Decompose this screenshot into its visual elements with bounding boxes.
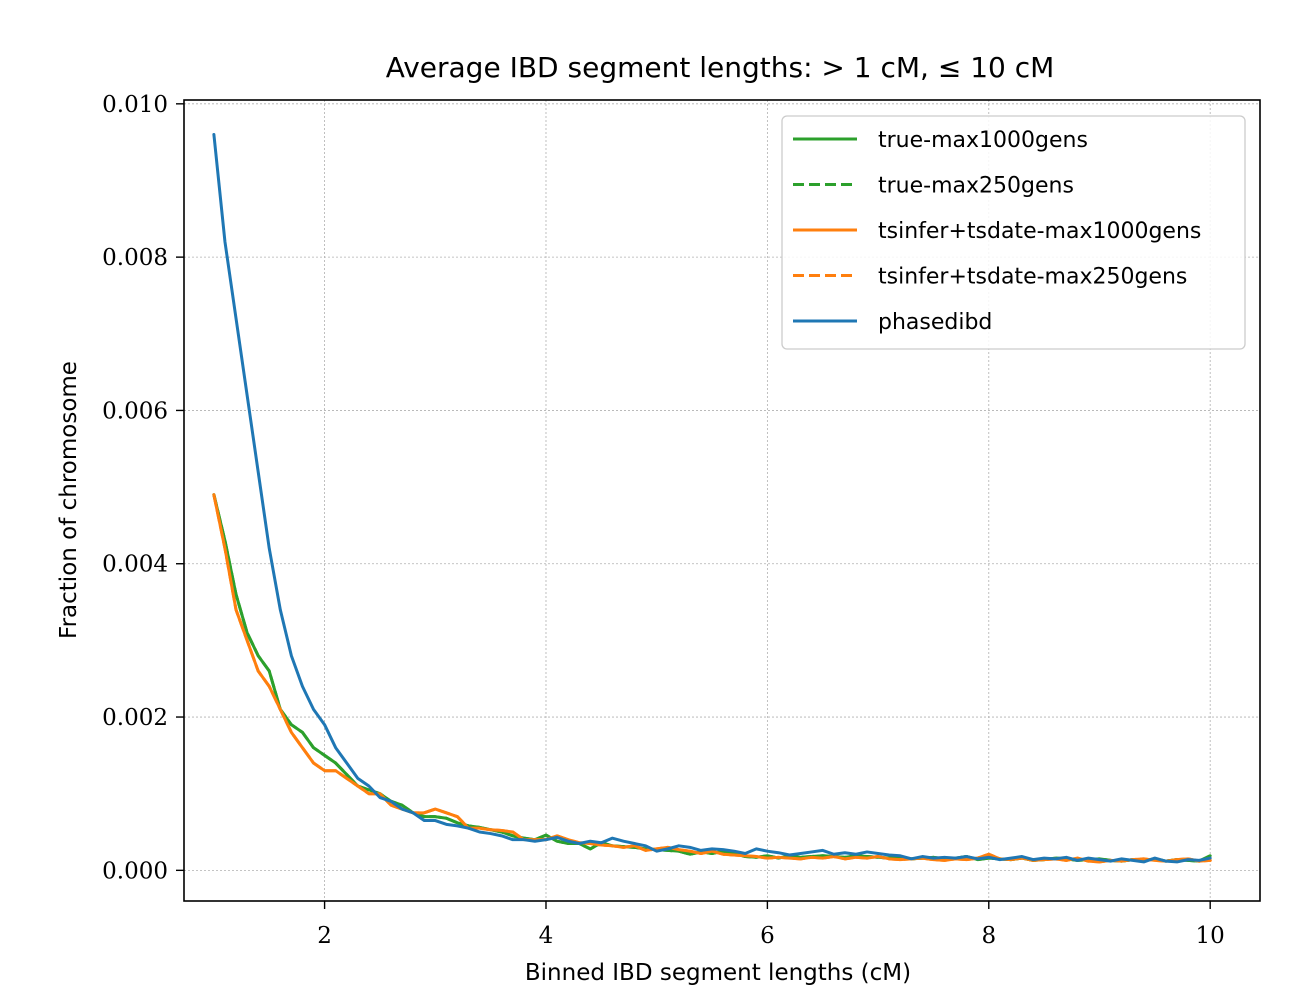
y-axis-label: Fraction of chromosome (56, 361, 82, 639)
series-line-tsinfer-tsdate-max1000gens (212, 493, 1212, 864)
y-tick-label: 0.010 (102, 92, 168, 118)
legend-label: true-max1000gens (878, 128, 1088, 153)
legend-box (781, 115, 1246, 350)
y-tick-label: 0.004 (102, 552, 168, 578)
y-tick-label: 0.002 (102, 705, 168, 731)
plot-series (212, 132, 1212, 864)
x-tick-label: 6 (760, 923, 775, 949)
legend-label: phasedibd (878, 310, 992, 335)
y-tick-label: 0.008 (102, 245, 168, 271)
legend: true-max1000gens true-max250gens tsinfer+t… (781, 115, 1246, 350)
chart-title: Average IBD segment lengths: > 1 cM, ≤ 1… (386, 51, 1055, 84)
legend-label: true-max250gens (878, 174, 1074, 199)
x-tick-label: 10 (1196, 923, 1225, 949)
series-line-phasedibd (212, 132, 1212, 864)
axis-ticks: 2 4 6 8 10 0.000 0.002 0.004 0.006 0.008 0.010 (102, 92, 1225, 949)
x-tick-label: 8 (981, 923, 996, 949)
x-tick-label: 4 (539, 923, 554, 949)
plot-frame (183, 99, 1261, 902)
y-tick-label: 0.000 (102, 858, 168, 884)
x-axis-label: Binned IBD segment lengths (cM) (525, 960, 911, 986)
legend-label: tsinfer+tsdate-max250gens (878, 265, 1187, 290)
legend-label: tsinfer+tsdate-max1000gens (878, 219, 1201, 244)
y-tick-label: 0.006 (102, 398, 168, 424)
x-tick-label: 2 (317, 923, 332, 949)
